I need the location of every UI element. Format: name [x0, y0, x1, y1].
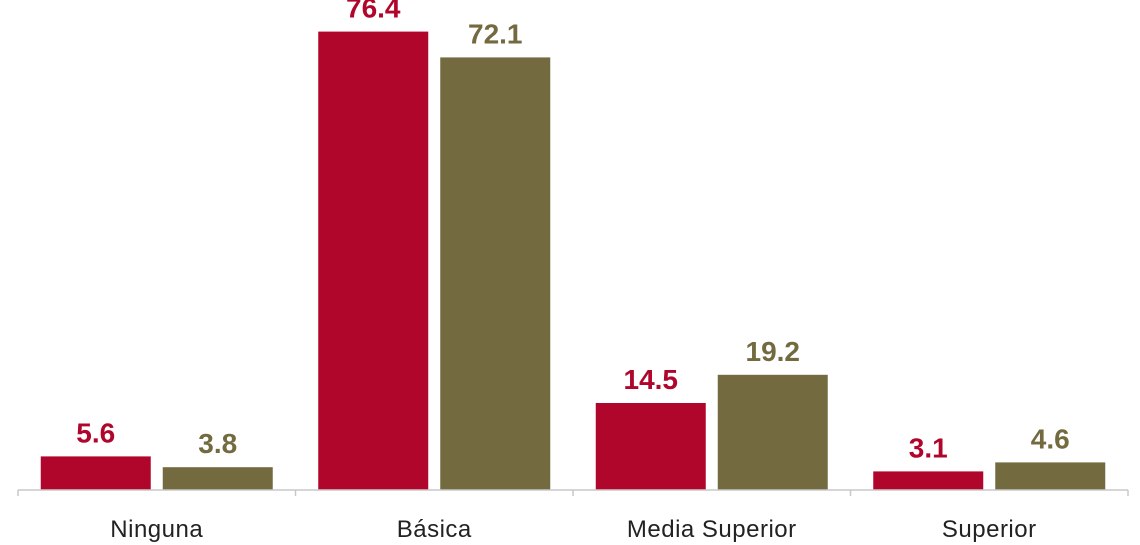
bar-series2-básica [440, 57, 551, 491]
bar-series1-básica [318, 31, 429, 490]
data-label-series1-superior: 3.1 [909, 432, 948, 463]
bar-series1-media-superior [595, 403, 706, 490]
x-tick-label: Media Superior [627, 516, 797, 543]
data-label-series2-ninguna: 3.8 [198, 428, 237, 459]
data-label-series1-media-superior: 14.5 [624, 364, 679, 395]
data-label-series2-superior: 4.6 [1031, 423, 1070, 454]
x-axis-tick-labels: Ninguna Básica Media Superior Superior [110, 516, 1036, 543]
x-tick-label: Básica [397, 516, 472, 543]
bar-series2-superior [995, 462, 1106, 490]
data-label-series1-básica: 76.4 [346, 0, 401, 24]
data-label-series2-básica: 72.1 [468, 18, 523, 49]
data-label-series2-media-superior: 19.2 [746, 336, 801, 367]
bar-series2-media-superior [717, 374, 828, 490]
x-axis-ticks [17, 490, 1129, 496]
bar-series1-ninguna [40, 456, 151, 490]
bars-group [40, 31, 1106, 491]
bar-series2-ninguna [162, 467, 273, 490]
data-label-series1-ninguna: 5.6 [76, 417, 115, 448]
data-labels-group: 5.6 3.8 76.4 72.1 14.5 19.2 3.1 4.6 [76, 0, 1069, 463]
bar-series1-superior [873, 471, 984, 490]
x-tick-label: Ninguna [110, 516, 203, 543]
x-tick-label: Superior [942, 516, 1037, 543]
